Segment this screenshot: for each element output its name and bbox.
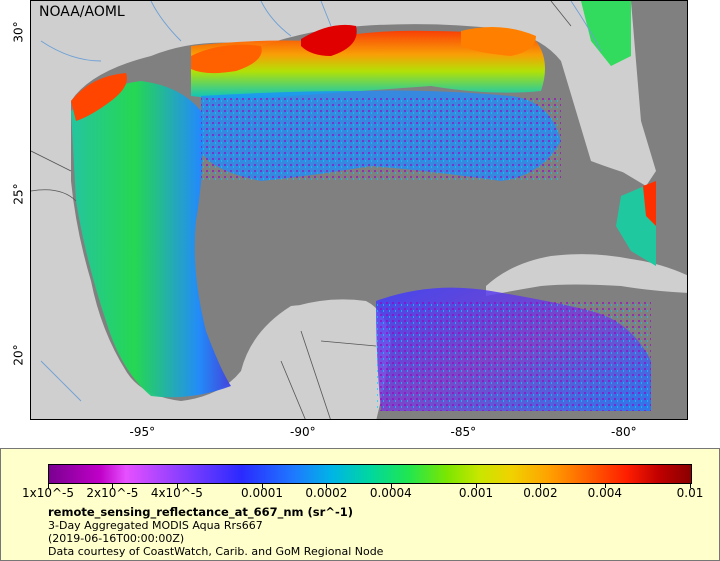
colorbar-tick-label: 0.01 <box>676 486 704 500</box>
org-label: NOAA/AOML <box>39 4 125 20</box>
rivers-layer <box>40 1 602 402</box>
florida-land <box>561 1 656 186</box>
colorbar-tick-mark <box>112 483 114 488</box>
colorbar-tick-mark <box>604 483 606 488</box>
colorbar-tick-label: 2x10^-5 <box>86 486 139 500</box>
x-tick-label: -80° <box>610 425 637 439</box>
colorbar-tick-mark <box>262 483 263 488</box>
colorbar-tick-mark <box>476 483 477 488</box>
yucatan-land <box>232 299 391 419</box>
colorbar-tick-mark <box>176 483 178 488</box>
colorbar-tick-mark <box>540 483 542 488</box>
map-canvas <box>31 1 687 419</box>
north-shelf-data <box>191 30 545 99</box>
colorbar <box>48 464 692 484</box>
x-tick-label: -95° <box>129 425 156 439</box>
y-tick-label: 20° <box>11 344 26 367</box>
x-tick-label: -85° <box>450 425 477 439</box>
borders-layer <box>31 1 572 419</box>
west-coast-data <box>71 81 231 398</box>
colorbar-tick-label: 4x10^-5 <box>150 486 203 500</box>
legend-product: 3-Day Aggregated MODIS Aqua Rrs667 <box>48 519 263 532</box>
legend-credit: Data courtesy of CoastWatch, Carib. and … <box>48 545 384 558</box>
map-area[interactable]: NOAA/AOML <box>30 0 688 420</box>
cuba-land <box>486 254 687 296</box>
colorbar-tick-mark <box>390 483 392 488</box>
legend-date: (2019-06-16T00:00:00Z) <box>48 532 185 545</box>
colorbar-tick-label: 1x10^-5 <box>21 486 75 500</box>
colorbar-tick-mark <box>48 483 49 488</box>
y-tick-label: 25° <box>11 183 26 205</box>
colorbar-tick-label: 0.002 <box>523 486 558 500</box>
colorbar-tick-label: 0.0004 <box>369 486 412 500</box>
colorbar-tick-label: 0.0001 <box>241 486 283 500</box>
colorbar-tick-label: 0.004 <box>587 486 623 500</box>
legend-variable: remote_sensing_reflectance_at_667_nm (sr… <box>48 505 353 519</box>
mississippi-delta <box>301 24 357 56</box>
y-tick-label: 30° <box>11 21 26 43</box>
legend-panel: 1x10^-5 2x10^-5 4x10^-5 0.0001 0.0002 0.0004 0… <box>0 448 720 561</box>
x-tick-label: -90° <box>290 425 316 439</box>
colorbar-tick-label: 0.001 <box>458 486 494 500</box>
colorbar-tick-label: 0.0002 <box>305 486 348 500</box>
colorbar-tick-mark <box>326 483 328 488</box>
colorbar-tick-mark <box>690 483 691 488</box>
atlantic-strip-data <box>581 1 631 66</box>
